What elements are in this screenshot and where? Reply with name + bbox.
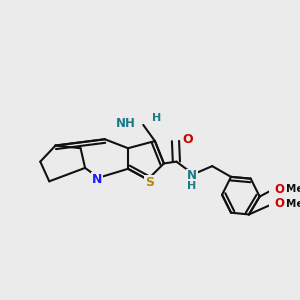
Text: O: O [183, 133, 193, 146]
Text: H: H [152, 113, 161, 123]
Text: H: H [187, 181, 196, 191]
Text: O: O [274, 197, 284, 210]
Text: Me: Me [286, 184, 300, 194]
Text: S: S [145, 176, 154, 189]
Text: NH: NH [116, 117, 136, 130]
Text: N: N [187, 169, 196, 182]
Text: O: O [274, 183, 284, 196]
Text: N: N [92, 173, 102, 186]
Text: Me: Me [286, 199, 300, 209]
